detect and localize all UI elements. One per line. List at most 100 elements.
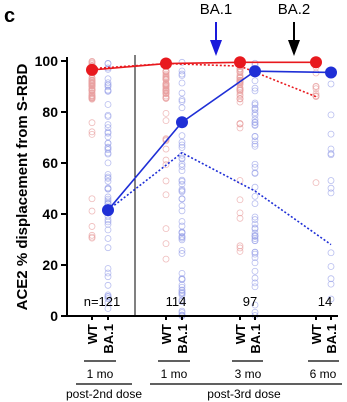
sample-point-ba1: [251, 220, 259, 228]
sample-point-wt: [236, 94, 244, 102]
sample-point-ba1: [251, 109, 259, 117]
sample-point-ba1: [178, 155, 186, 163]
sample-point-ba1: [178, 222, 186, 230]
sample-point-ba1: [251, 99, 259, 107]
sample-point-ba1: [178, 250, 186, 257]
sample-point-ba1: [104, 281, 112, 289]
sample-point-ba1: [178, 96, 186, 104]
sample-point-wt: [162, 84, 170, 91]
sample-point-wt: [312, 92, 320, 100]
sample-point-wt: [236, 177, 244, 184]
sample-point-wt: [162, 225, 170, 233]
sample-point-ba1: [251, 192, 259, 200]
sample-point-ba1: [178, 163, 186, 170]
annotation-label: BA.2: [278, 1, 311, 18]
sample-point-ba1: [104, 121, 112, 128]
sample-point-wt: [88, 119, 96, 127]
y-tick-label: 60: [42, 155, 58, 171]
sample-point-ba1: [178, 232, 186, 240]
series-line: [91, 62, 317, 98]
series-line: [107, 70, 332, 211]
sample-point-wt: [88, 95, 96, 103]
sample-point-ba1: [104, 133, 112, 141]
sample-point-ba1: [178, 195, 186, 203]
sample-point-wt: [236, 91, 244, 99]
sample-point-ba1: [104, 226, 112, 234]
sample-point-wt: [312, 179, 320, 187]
sample-point-wt: [162, 161, 170, 169]
sample-point-ba1: [104, 184, 112, 192]
sample-point-ba1: [327, 111, 335, 119]
sample-point-ba1: [251, 254, 259, 262]
sample-point-ba1: [104, 235, 112, 242]
period-label: post-2nd dose: [66, 387, 142, 401]
x-tick-label: WT: [233, 324, 248, 344]
sample-point-ba1: [327, 145, 335, 153]
sample-point-wt: [162, 109, 170, 117]
n-label: 114: [166, 294, 187, 309]
sample-point-ba1: [251, 213, 259, 221]
sample-point-ba1: [251, 133, 259, 140]
sample-point-wt: [88, 84, 96, 92]
sample-point-wt: [236, 120, 244, 127]
sample-point-ba1: [104, 159, 112, 167]
sample-point-wt: [162, 156, 170, 164]
y-axis-label: ACE2 % displacement from S-RBD: [14, 63, 31, 310]
sample-point-ba1: [178, 291, 186, 299]
sample-point-wt: [236, 247, 244, 255]
sample-point-ba1: [178, 207, 186, 215]
sample-point-ba1: [251, 250, 259, 258]
sample-point-ba1: [104, 139, 112, 147]
sample-point-ba1: [104, 197, 112, 205]
sample-point-ba1: [104, 79, 112, 87]
timepoint-label: 3 mo: [235, 367, 262, 381]
mean-marker: [310, 56, 322, 69]
sample-point-ba1: [178, 202, 186, 210]
sample-point-ba1: [251, 279, 259, 287]
sample-point-wt: [162, 191, 170, 199]
y-tick-label: 80: [42, 104, 58, 120]
series-line: [107, 151, 332, 246]
sample-point-wt: [88, 231, 96, 239]
mean-marker: [176, 116, 188, 129]
sample-point-ba1: [251, 87, 259, 95]
sample-point-wt: [88, 128, 96, 136]
sample-point-wt: [162, 75, 170, 83]
n-label: 97: [243, 294, 257, 309]
x-tick-label: BA.1: [324, 324, 339, 354]
sample-point-wt: [236, 74, 244, 82]
sample-point-ba1: [327, 80, 335, 88]
mean-marker: [325, 66, 337, 79]
sample-point-ba1: [104, 291, 112, 299]
series-lines: [86, 56, 337, 246]
sample-point-ba1: [104, 299, 112, 307]
sample-point-wt: [162, 117, 170, 125]
mean-marker: [86, 63, 98, 76]
sample-point-wt: [162, 177, 170, 185]
sample-point-ba1: [104, 128, 112, 136]
sample-point-ba1: [327, 275, 335, 283]
sample-point-ba1: [104, 144, 112, 152]
sample-point-wt: [236, 214, 244, 222]
sample-point-ba1: [178, 236, 186, 244]
sample-point-ba1: [251, 84, 259, 92]
x-tick-label: WT: [309, 324, 324, 344]
sample-point-wt: [88, 130, 96, 138]
sample-point-ba1: [104, 171, 112, 178]
sample-point-ba1: [251, 224, 259, 232]
sample-point-ba1: [251, 142, 259, 150]
sample-point-wt: [162, 82, 170, 90]
sample-point-ba1: [251, 200, 259, 207]
sample-point-ba1: [251, 169, 259, 177]
annotation-arrow-head: [210, 40, 222, 56]
sample-point-wt: [162, 145, 170, 153]
x-tick-label: BA.1: [248, 324, 263, 354]
sample-point-wt: [88, 77, 96, 84]
sample-point-ba1: [327, 249, 335, 257]
sample-point-ba1: [104, 173, 112, 181]
y-tick-label: 0: [50, 308, 58, 324]
x-tick-label: WT: [85, 324, 100, 344]
sample-point-ba1: [104, 269, 112, 277]
sample-point-ba1: [104, 244, 112, 252]
